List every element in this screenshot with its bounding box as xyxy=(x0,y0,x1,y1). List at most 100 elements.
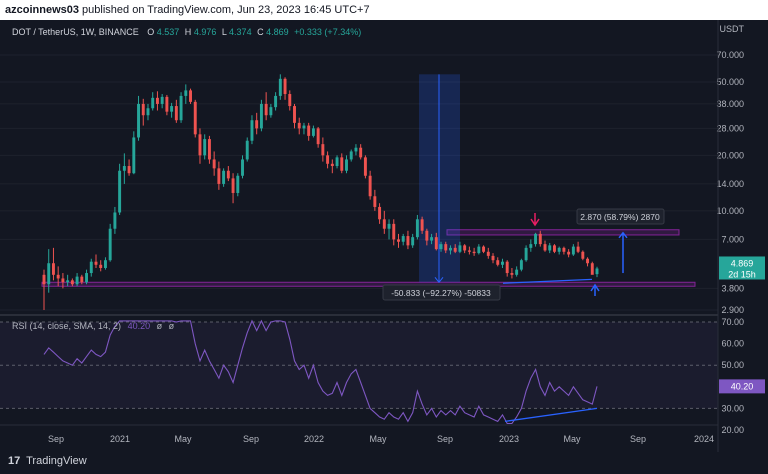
candle xyxy=(486,247,490,259)
candle xyxy=(278,74,282,100)
candle xyxy=(467,246,471,255)
candle xyxy=(245,137,249,162)
candle xyxy=(94,254,98,268)
candle xyxy=(496,257,500,267)
candle xyxy=(51,247,55,281)
time-tick-label: May xyxy=(369,434,387,444)
candle xyxy=(415,214,419,240)
price-tick-label: 38.000 xyxy=(716,99,744,109)
tradingview-logo[interactable]: 17 TradingView xyxy=(8,455,87,467)
symbol-name: DOT / TetherUS, 1W, BINANCE xyxy=(12,27,139,37)
drawdown-measure[interactable]: -50.833 (−92.27%) -50833 xyxy=(382,74,501,301)
candle xyxy=(519,258,523,272)
candle xyxy=(184,84,188,104)
publish-header: azcoinnews03 published on TradingView.co… xyxy=(0,0,768,20)
rsi-legend: RSI (14, close, SMA, 14, 2) 40.20 ø ø xyxy=(12,321,175,331)
candle xyxy=(491,253,495,264)
candle xyxy=(543,240,547,252)
currency-label: USDT xyxy=(720,24,745,34)
price-tick-label: 7.000 xyxy=(721,234,744,244)
drawdown-label: -50.833 (−92.27%) -50833 xyxy=(391,288,491,298)
candle xyxy=(160,94,164,109)
drawdown-arrow-icon xyxy=(434,276,444,284)
bar-countdown-label: 2d 15h xyxy=(728,269,756,279)
price-tick-label: 50.000 xyxy=(716,77,744,87)
candle xyxy=(349,149,353,162)
candle xyxy=(444,241,448,254)
rsi-band xyxy=(0,322,718,409)
support-resistance-zones[interactable] xyxy=(41,229,696,287)
candle xyxy=(425,228,429,246)
candle xyxy=(103,257,107,270)
candle xyxy=(146,103,150,121)
tradingview-brand: TradingView xyxy=(26,455,87,467)
candle xyxy=(217,161,221,190)
candle xyxy=(297,117,301,135)
candle xyxy=(354,144,358,156)
candle xyxy=(359,144,363,160)
resistance-zone[interactable] xyxy=(446,229,680,236)
candle xyxy=(373,189,377,211)
candle xyxy=(307,122,311,141)
price-axis[interactable]: 70.000 50.000 38.000 28.000 20.000 14.000 10.0… xyxy=(716,50,765,315)
candle xyxy=(590,261,594,275)
candle xyxy=(321,137,325,162)
rsi-current-badge xyxy=(719,379,765,394)
candle xyxy=(155,91,159,111)
candle xyxy=(75,273,79,287)
candle xyxy=(113,206,117,234)
candle xyxy=(207,135,211,164)
candle xyxy=(151,92,155,111)
candle xyxy=(255,112,259,135)
chart-canvas[interactable]: DOT / TetherUS, 1W, BINANCE O 4.537 H 4.… xyxy=(0,20,768,472)
price-tick-label: 20.000 xyxy=(716,150,744,160)
high-value: 4.976 xyxy=(194,27,217,37)
candle xyxy=(368,170,372,200)
candle xyxy=(453,244,457,254)
rise-measure[interactable]: 2.870 (58.79%) 2870 xyxy=(502,208,665,296)
candle xyxy=(165,94,169,116)
publish-info: published on TradingView.com, Jun 23, 20… xyxy=(82,4,370,16)
candle xyxy=(231,173,235,204)
candle xyxy=(89,258,93,277)
candle xyxy=(203,134,207,160)
pink-down-arrow-icon xyxy=(530,213,540,227)
candle xyxy=(586,257,590,267)
candle xyxy=(401,233,405,246)
candle xyxy=(378,203,382,224)
candle xyxy=(482,245,486,254)
candle xyxy=(335,155,339,169)
time-tick-label: May xyxy=(174,434,192,444)
candle xyxy=(222,168,226,187)
high-label: H xyxy=(185,27,192,37)
candle xyxy=(311,125,315,138)
drawdown-label-box xyxy=(382,284,501,301)
candle xyxy=(56,266,60,287)
candle xyxy=(534,232,538,247)
price-trendline[interactable] xyxy=(502,278,593,284)
rsi-legend-value: 40.20 xyxy=(128,321,151,331)
candles xyxy=(42,74,599,310)
time-tick-label: 2024 xyxy=(694,434,714,444)
support-zone[interactable] xyxy=(41,281,696,287)
rsi-legend-na2: ø xyxy=(169,321,175,331)
price-grid xyxy=(0,54,718,311)
price-tick-label: 70.000 xyxy=(716,50,744,60)
candle xyxy=(548,242,552,254)
candle xyxy=(61,273,65,289)
candle xyxy=(510,267,514,279)
candle xyxy=(387,219,391,240)
price-tick-label: 28.000 xyxy=(716,123,744,133)
rsi-divergence-trendline[interactable] xyxy=(504,407,598,423)
candle xyxy=(212,151,216,176)
candle xyxy=(458,241,462,254)
time-axis[interactable]: Sep 2021 May Sep 2022 May Sep 2023 May Sep 2024 xyxy=(48,434,714,444)
close-label: C xyxy=(257,27,264,37)
time-tick-label: 2023 xyxy=(499,434,519,444)
author-name[interactable]: azcoinnews03 xyxy=(5,4,79,16)
candle xyxy=(595,266,599,278)
candle xyxy=(226,166,230,182)
candle xyxy=(477,244,481,255)
footer-bar xyxy=(0,452,768,474)
